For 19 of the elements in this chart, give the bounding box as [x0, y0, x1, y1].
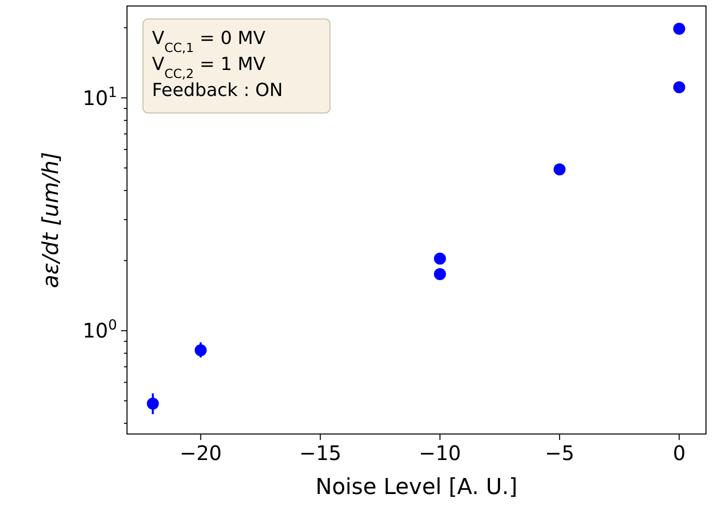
point: [434, 252, 446, 265]
point: [194, 344, 207, 356]
point: [146, 398, 159, 410]
x-tick-label: −5: [544, 441, 574, 465]
x-tick-label: −15: [299, 441, 342, 465]
y-axis-title: aε/dt [um/h]: [39, 152, 64, 288]
y-tick-label: 10$^{0}$: [82, 318, 117, 343]
x-tick-label: −20: [180, 441, 222, 465]
point: [673, 81, 686, 94]
point: [434, 268, 446, 280]
x-tick-label: −10: [418, 441, 462, 465]
point: [554, 163, 566, 176]
y-tick-label: 10$^{1}$: [82, 84, 117, 110]
annotation: V$_{CC,2}$ = 1 MV: [152, 54, 266, 80]
annotation: Feedback : ON: [152, 80, 283, 101]
x-axis-title: Noise Level [A. U.]: [316, 475, 518, 500]
annotation: V$_{CC,1}$ = 0 MV: [152, 28, 266, 54]
x-tick-label: 0: [672, 441, 686, 465]
point: [673, 22, 686, 35]
